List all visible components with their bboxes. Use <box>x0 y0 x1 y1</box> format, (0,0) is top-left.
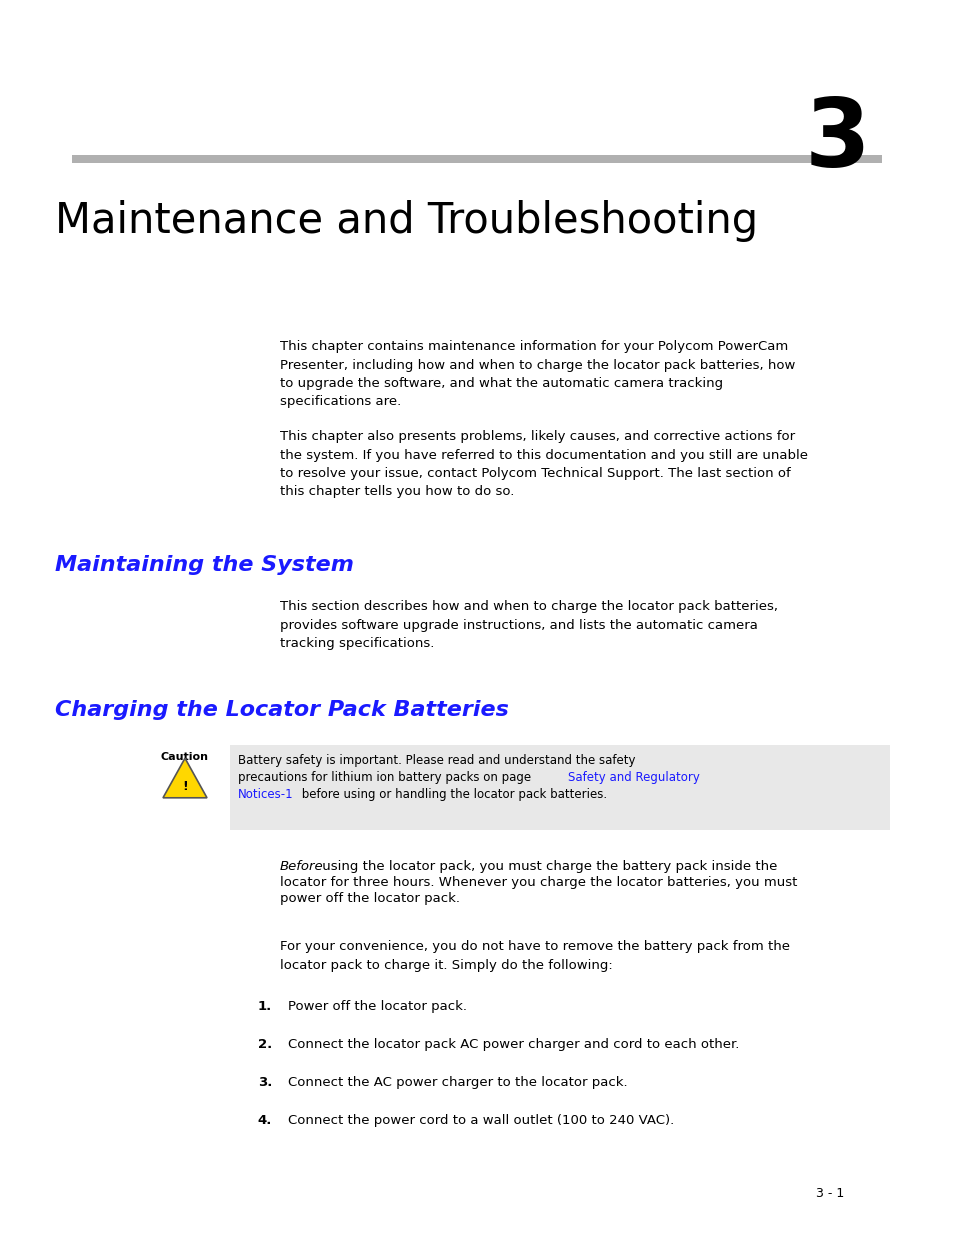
Text: This chapter contains maintenance information for your Polycom PowerCam
Presente: This chapter contains maintenance inform… <box>280 340 795 409</box>
Text: Safety and Regulatory: Safety and Regulatory <box>567 771 700 784</box>
Text: 2.: 2. <box>257 1037 272 1051</box>
Text: 4.: 4. <box>257 1114 272 1128</box>
Text: before using or handling the locator pack batteries.: before using or handling the locator pac… <box>297 788 606 802</box>
Text: This chapter also presents problems, likely causes, and corrective actions for
t: This chapter also presents problems, lik… <box>280 430 807 499</box>
Text: Connect the power cord to a wall outlet (100 to 240 VAC).: Connect the power cord to a wall outlet … <box>288 1114 674 1128</box>
Bar <box>230 745 889 830</box>
Text: Power off the locator pack.: Power off the locator pack. <box>288 1000 467 1013</box>
Bar <box>71 156 882 163</box>
Text: power off the locator pack.: power off the locator pack. <box>280 892 459 905</box>
Text: Connect the locator pack AC power charger and cord to each other.: Connect the locator pack AC power charge… <box>288 1037 739 1051</box>
Text: Before: Before <box>280 860 323 873</box>
Text: !: ! <box>182 779 188 793</box>
Text: Notices-1: Notices-1 <box>237 788 294 802</box>
Polygon shape <box>163 758 207 798</box>
Text: precautions for lithium ion battery packs on page: precautions for lithium ion battery pack… <box>237 771 535 784</box>
Text: 3: 3 <box>803 95 869 186</box>
Text: This section describes how and when to charge the locator pack batteries,
provid: This section describes how and when to c… <box>280 600 778 650</box>
Text: 3 - 1: 3 - 1 <box>815 1187 843 1200</box>
Text: Connect the AC power charger to the locator pack.: Connect the AC power charger to the loca… <box>288 1076 627 1089</box>
Text: 3.: 3. <box>257 1076 272 1089</box>
Text: Maintaining the System: Maintaining the System <box>55 555 354 576</box>
Text: 1.: 1. <box>257 1000 272 1013</box>
Text: Charging the Locator Pack Batteries: Charging the Locator Pack Batteries <box>55 700 508 720</box>
Text: For your convenience, you do not have to remove the battery pack from the
locato: For your convenience, you do not have to… <box>280 940 789 972</box>
Text: locator for three hours. Whenever you charge the locator batteries, you must: locator for three hours. Whenever you ch… <box>280 876 797 889</box>
Text: using the locator pack, you must charge the battery pack inside the: using the locator pack, you must charge … <box>317 860 777 873</box>
Text: Battery safety is important. Please read and understand the safety: Battery safety is important. Please read… <box>237 755 635 767</box>
Text: Caution: Caution <box>161 752 209 762</box>
Text: Maintenance and Troubleshooting: Maintenance and Troubleshooting <box>55 200 758 242</box>
